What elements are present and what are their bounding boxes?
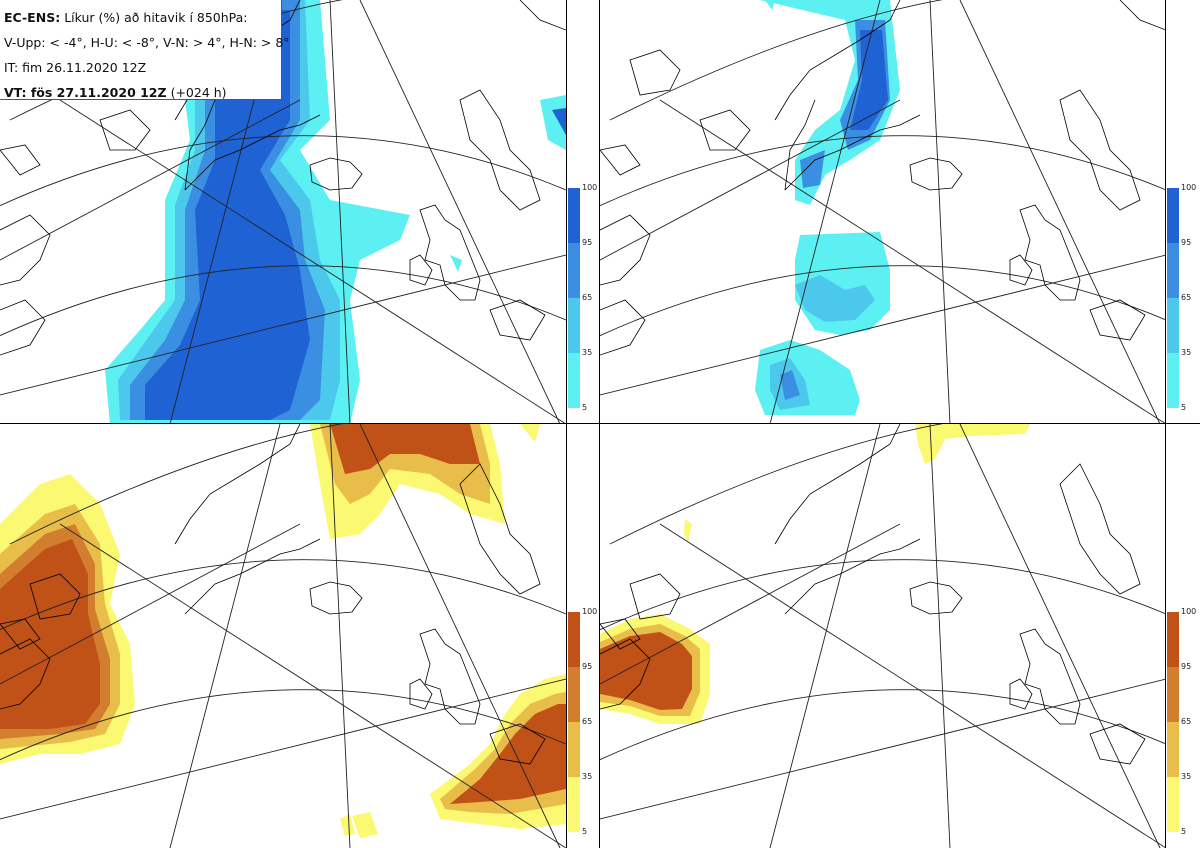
colorbar-tick: 35 [582, 348, 593, 357]
colorbar-tick: 5 [1181, 827, 1187, 836]
map-info-box: EC-ENS: Líkur (%) að hitavik í 850hPa: V… [0, 0, 290, 100]
panel-divider-left [566, 0, 567, 848]
map-panel-cold-minus4: EC-ENS: Líkur (%) að hitavik í 850hPa: V… [0, 0, 566, 424]
map-panel-warm-plus8 [600, 424, 1166, 848]
map-canvas [600, 424, 1166, 848]
coastlines [600, 0, 1166, 356]
colorbar-orange: 100 95 65 35 5 [568, 608, 668, 848]
colorbar-tick: 95 [1181, 662, 1192, 671]
panel-divider-horizontal [0, 423, 1200, 424]
swatch-5-35 [1167, 777, 1179, 832]
swatch-35-65 [568, 298, 580, 353]
colorbar-tick: 5 [1181, 403, 1187, 412]
swatch-65-95 [1167, 243, 1179, 298]
colorbar-swatches [1167, 612, 1179, 832]
colorbar-tick: 95 [1181, 238, 1192, 247]
colorbar-swatches [1167, 188, 1179, 408]
threshold-legend: V-Upp: < -4°, H-U: < -8°, V-N: > 4°, H-N… [4, 35, 290, 50]
probability-field [105, 0, 566, 424]
colorbar-blue: 100 95 65 35 5 [568, 184, 668, 424]
swatch-5-35 [1167, 353, 1179, 408]
colorbar-tick: 95 [582, 238, 593, 247]
coastlines [600, 424, 1146, 765]
map-panel-cold-minus8 [600, 0, 1166, 424]
panel-divider-edge [1165, 0, 1166, 848]
colorbar-swatches [568, 188, 580, 408]
colorbar-blue: 100 95 65 35 5 [1167, 184, 1200, 424]
map-canvas [600, 0, 1166, 424]
probability-field [0, 424, 566, 838]
swatch-95-100 [568, 612, 580, 667]
product-name: EC-ENS: [4, 10, 61, 25]
colorbar-tick: 95 [582, 662, 593, 671]
colorbar-tick: 100 [582, 183, 598, 192]
swatch-65-95 [568, 667, 580, 722]
colorbar-tick: 65 [582, 717, 593, 726]
colorbar-tick: 35 [1181, 348, 1192, 357]
colorbar-tick: 100 [1181, 607, 1197, 616]
init-time: IT: fim 26.11.2020 12Z [4, 60, 147, 75]
coastlines [0, 424, 546, 765]
map-canvas [0, 424, 566, 848]
swatch-95-100 [1167, 612, 1179, 667]
graticule [0, 424, 566, 848]
graticule [600, 0, 1166, 424]
map-panel-warm-plus4 [0, 424, 566, 848]
valid-time: VT: fös 27.11.2020 12Z [4, 85, 167, 100]
swatch-95-100 [568, 188, 580, 243]
colorbar-tick: 100 [582, 607, 598, 616]
colorbar-tick: 65 [1181, 717, 1192, 726]
colorbar-tick: 65 [1181, 293, 1192, 302]
colorbar-tick: 35 [1181, 772, 1192, 781]
product-description: Líkur (%) að hitavik í 850hPa: [64, 10, 248, 25]
swatch-65-95 [568, 243, 580, 298]
swatch-95-100 [1167, 188, 1179, 243]
colorbar-swatches [568, 612, 580, 832]
lead-time: (+024 h) [170, 85, 227, 100]
probability-field [755, 0, 900, 415]
colorbar-tick: 100 [1181, 183, 1197, 192]
colorbar-tick: 5 [582, 827, 588, 836]
colorbar-tick: 5 [582, 403, 588, 412]
panel-divider-right [599, 0, 600, 848]
colorbar-orange: 100 95 65 35 5 [1167, 608, 1200, 848]
graticule [600, 424, 1166, 848]
swatch-65-95 [1167, 667, 1179, 722]
swatch-5-35 [568, 353, 580, 408]
colorbar-tick: 65 [582, 293, 593, 302]
swatch-35-65 [568, 722, 580, 777]
swatch-5-35 [568, 777, 580, 832]
swatch-35-65 [1167, 722, 1179, 777]
colorbar-tick: 35 [582, 772, 593, 781]
map-canvas [0, 0, 566, 424]
swatch-35-65 [1167, 298, 1179, 353]
